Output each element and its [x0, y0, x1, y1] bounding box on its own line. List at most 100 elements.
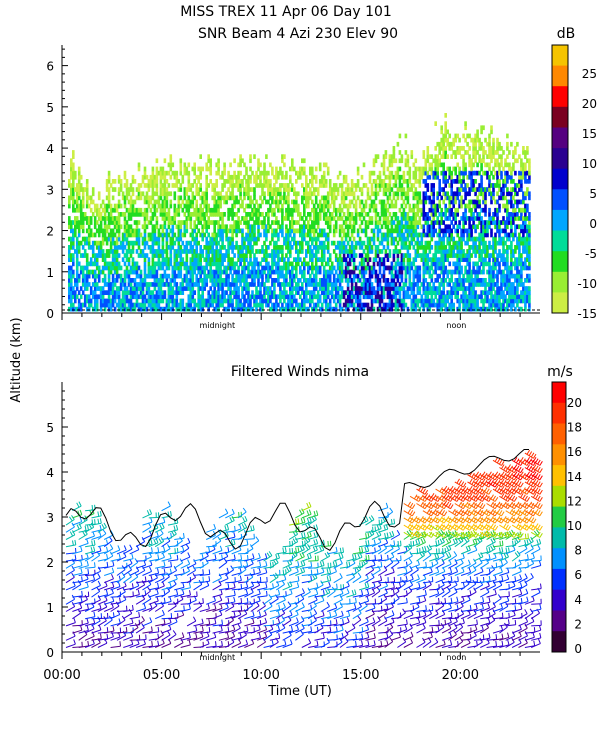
snr-cell: [171, 228, 175, 234]
snr-cell: [267, 216, 270, 221]
snr-cell: [400, 228, 404, 234]
snr-cell: [283, 265, 286, 271]
snr-cell: [299, 232, 302, 238]
snr-cell: [460, 216, 463, 221]
snr-cell: [195, 236, 198, 242]
snr-cell: [414, 232, 418, 238]
snr-cell: [346, 261, 350, 267]
snr-cell: [105, 187, 109, 192]
snr-cell: [466, 191, 469, 197]
snr-cell: [454, 191, 457, 197]
snr-cell: [416, 253, 420, 258]
snr-cell: [305, 240, 308, 246]
snr-cell: [181, 174, 185, 180]
snr-cell: [87, 224, 91, 230]
snr-cell: [406, 179, 410, 184]
snr-cell: [307, 261, 310, 267]
snr-cell: [464, 162, 467, 168]
snr-cell: [476, 306, 479, 312]
snr-cell: [478, 240, 481, 246]
snr-cell: [115, 220, 119, 225]
snr-cell: [287, 203, 290, 209]
snr-cell: [217, 261, 220, 267]
snr-cell: [163, 282, 167, 287]
snr-cell: [205, 245, 208, 250]
snr-cell: [376, 174, 380, 180]
snr-cell: [416, 278, 420, 283]
snr-cell: [223, 212, 226, 217]
snr-cell: [237, 220, 240, 225]
snr-cell: [113, 245, 117, 250]
snr-cell: [458, 302, 461, 308]
snr-cell: [474, 240, 477, 246]
snr-cell: [193, 298, 196, 304]
snr-cell: [402, 187, 406, 192]
snr-cell: [312, 216, 316, 221]
snr-cell: [412, 302, 416, 308]
snr-cell: [384, 187, 388, 192]
snr-cell: [249, 269, 252, 275]
snr-cell: [243, 302, 246, 308]
snr-cell: [400, 273, 404, 279]
snr-cell: [348, 236, 352, 242]
snr-cell: [281, 174, 284, 180]
snr-cell: [289, 240, 292, 246]
snr-cell: [334, 302, 338, 308]
snr-cell: [388, 232, 392, 238]
snr-cell: [165, 265, 169, 271]
snr-cell: [213, 257, 216, 262]
snr-cell: [346, 290, 350, 295]
snr-cell: [402, 236, 406, 242]
snr-cell: [454, 195, 457, 201]
snr-cell: [93, 216, 97, 221]
snr-cell: [121, 257, 125, 262]
snr-cell: [191, 261, 195, 267]
snr-cell: [398, 261, 402, 267]
snr-cell: [338, 216, 342, 221]
snr-cell: [277, 282, 280, 287]
snr-cell: [438, 245, 441, 250]
snr-cell: [384, 286, 388, 291]
snr-cell: [173, 278, 177, 283]
snr-cell: [161, 187, 165, 192]
snr-cell: [147, 187, 151, 192]
snr-cell: [155, 158, 159, 164]
snr-cell: [390, 298, 394, 304]
snr-cell: [203, 278, 206, 283]
snr-cell: [440, 261, 443, 267]
snr-cell: [438, 257, 441, 262]
snr-cell: [344, 195, 348, 201]
snr-cell: [233, 195, 236, 201]
snr-cell: [269, 162, 272, 168]
snr-cell: [456, 174, 459, 180]
snr-cell: [175, 282, 179, 287]
snr-cell: [450, 232, 453, 238]
snr-cell: [468, 261, 471, 267]
snr-cell: [239, 257, 242, 262]
snr-cell: [219, 199, 222, 205]
snr-cell: [275, 228, 278, 234]
snr-cell: [412, 273, 416, 279]
snr-cell: [324, 216, 328, 221]
snr-cell: [123, 282, 127, 287]
snr-cell: [201, 232, 204, 238]
snr-cell: [406, 236, 410, 242]
snr-cell: [318, 240, 322, 246]
snr-cell: [193, 170, 196, 176]
snr-cell: [386, 278, 390, 283]
snr-cell: [474, 245, 477, 250]
snr-cell: [440, 236, 443, 242]
snr-cell: [205, 257, 208, 262]
snr-cell: [249, 253, 252, 258]
snr-cell: [105, 302, 109, 308]
snr-cell: [322, 253, 326, 258]
snr-cell: [149, 236, 153, 242]
snr-cell: [348, 294, 352, 300]
snr-cell: [227, 278, 230, 283]
snr-cell: [448, 195, 451, 201]
snr-cell: [287, 298, 290, 304]
snr-cell: [312, 207, 316, 213]
snr-cell: [440, 170, 443, 176]
snr-cell: [265, 212, 268, 217]
snr-cell: [432, 216, 435, 221]
